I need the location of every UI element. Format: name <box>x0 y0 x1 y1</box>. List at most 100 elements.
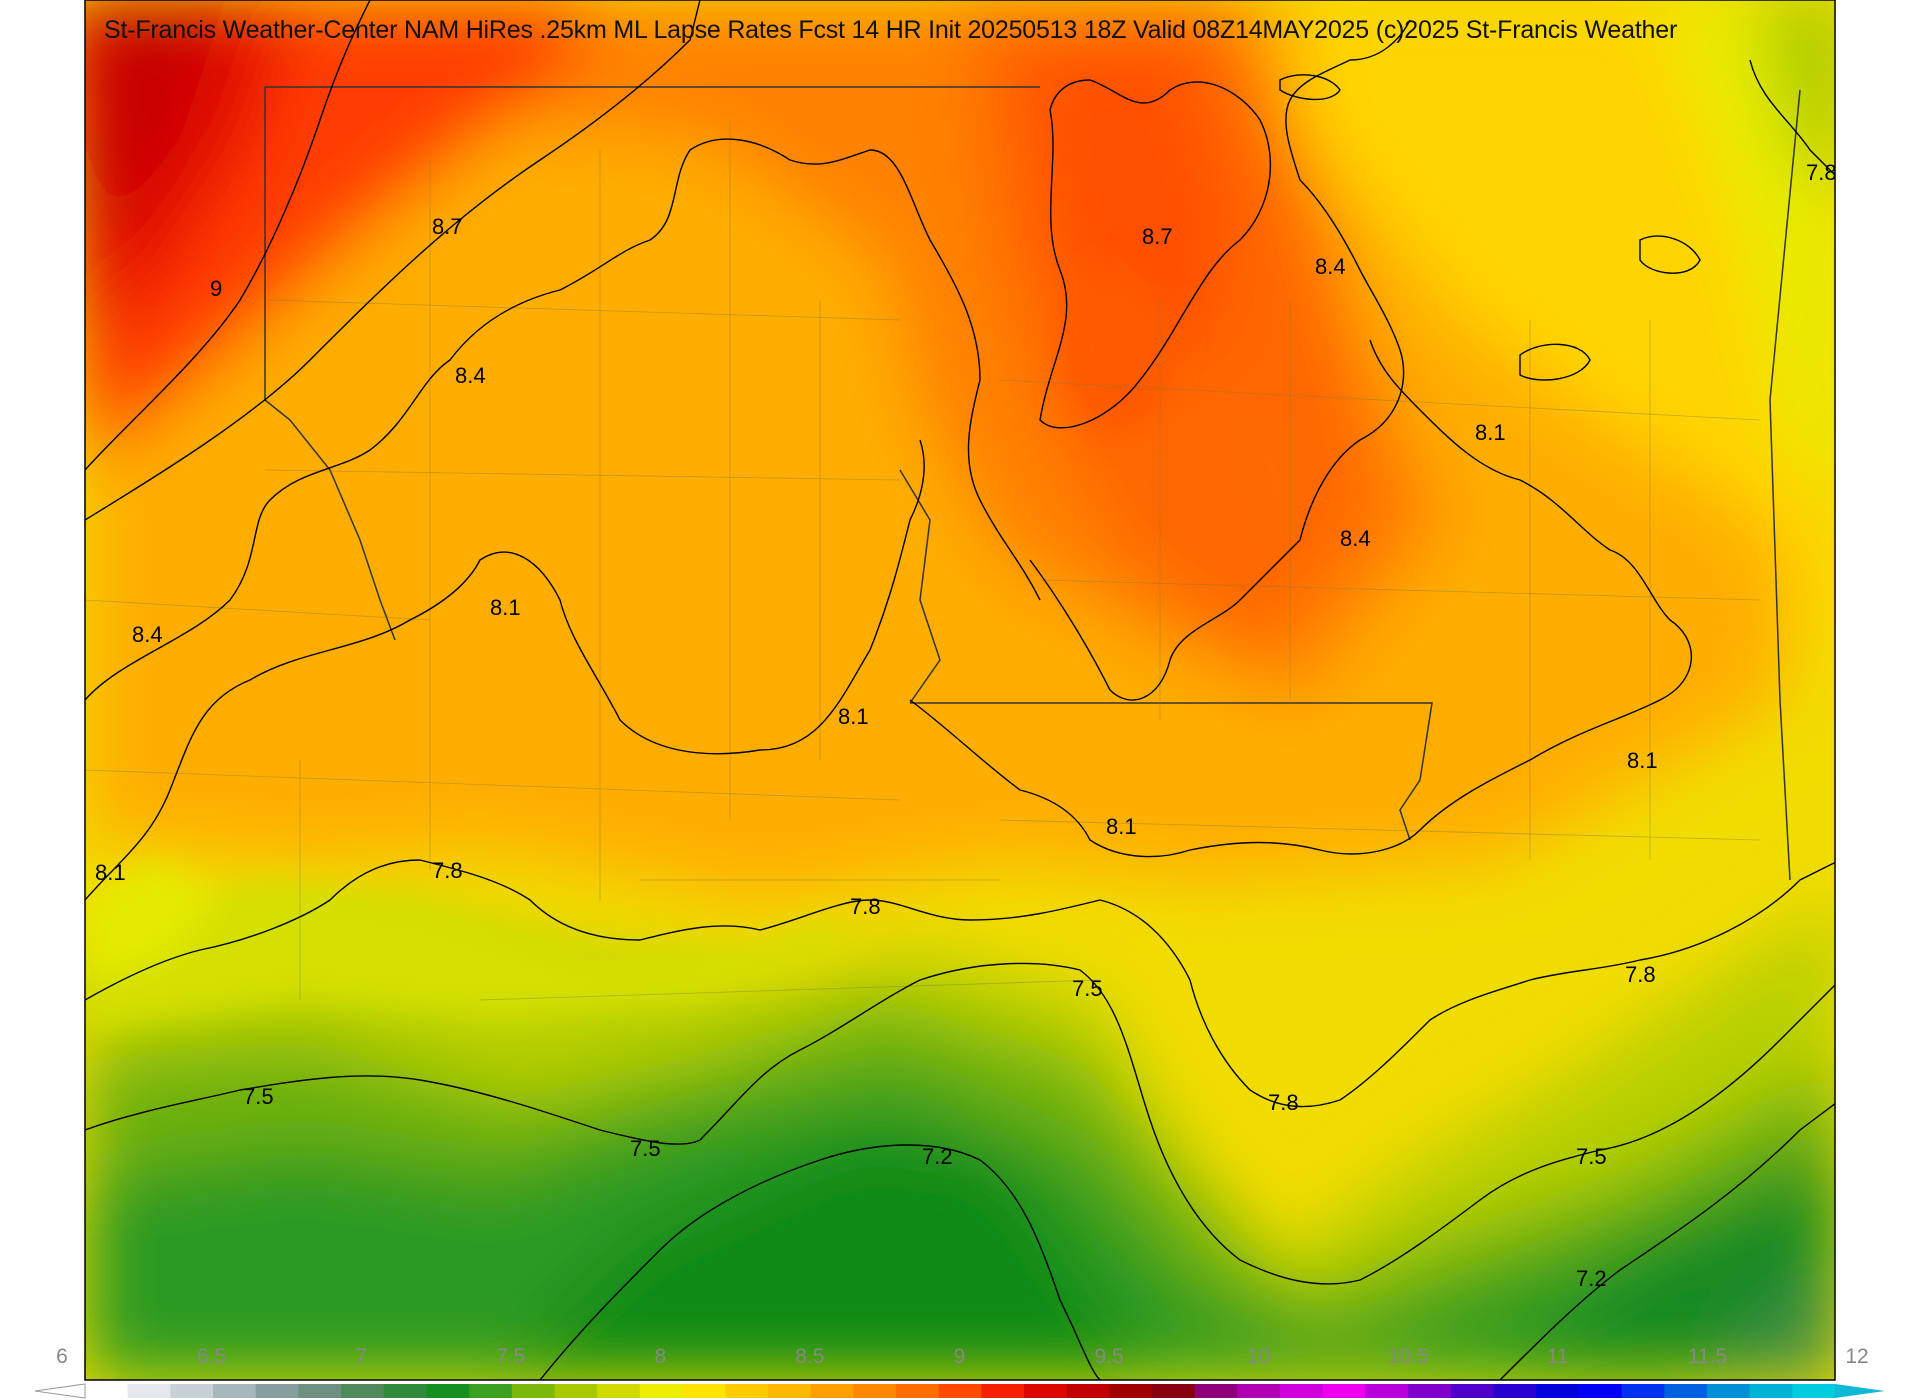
contour-8.7-west <box>85 0 701 521</box>
colorbar-tick-label: 10 <box>1246 1345 1271 1368</box>
contour-label: 8.1 <box>95 860 126 885</box>
map-area: 9 8.7 8.7 8.4 8.4 8.4 8.4 8.1 8.1 8.1 8.… <box>85 0 1837 1380</box>
colorbar-cell <box>1706 1384 1751 1398</box>
contour-label: 7.8 <box>432 858 463 883</box>
contour-label: 7.5 <box>1576 1144 1607 1169</box>
colorbar-cell <box>511 1384 556 1398</box>
colorbar-cell <box>639 1384 684 1398</box>
colorbar-cell <box>810 1384 854 1398</box>
colorbar-cell <box>895 1384 940 1398</box>
colorbar-cell <box>554 1384 598 1398</box>
colorbar-cell <box>725 1384 769 1398</box>
colorbar-cell <box>1664 1384 1708 1398</box>
map-title: St-Francis Weather-Center NAM HiRes .25k… <box>104 16 1678 44</box>
contour-label: 8.1 <box>1475 420 1506 445</box>
colorbar-cell <box>255 1384 300 1398</box>
contour-lines <box>85 0 1835 1380</box>
contour-label: 7.8 <box>1806 160 1837 185</box>
colorbar-tick-label: 12 <box>1845 1345 1869 1368</box>
colorbar-cell <box>1450 1384 1495 1398</box>
colorbar-tick-label: 9 <box>953 1345 966 1368</box>
colorbar-cell <box>170 1384 214 1398</box>
county-lines <box>85 120 1761 1001</box>
contour-label: 8.1 <box>838 704 869 729</box>
contour-8.1-west <box>85 439 925 901</box>
contour-8.4-west <box>85 138 1041 701</box>
colorbar-cell <box>597 1384 641 1398</box>
colorbar-tick-label: 11 <box>1546 1345 1569 1368</box>
contour-label: 7.2 <box>922 1144 953 1169</box>
state-borders <box>264 86 1801 881</box>
contour-blob-1 <box>1519 343 1591 381</box>
contour-7.8-ne <box>1749 59 1835 176</box>
colorbar-tick-label: 6 <box>56 1345 68 1368</box>
map-border <box>84 0 1836 1381</box>
contour-blob-2 <box>1639 235 1701 274</box>
colorbar-cell <box>469 1384 513 1398</box>
colorbar-cell <box>981 1384 1025 1398</box>
colorbar-cell <box>1066 1384 1110 1398</box>
contour-label: 8.4 <box>1315 254 1346 279</box>
contour-label: 8.1 <box>490 595 521 620</box>
colorbar-cell <box>383 1384 428 1398</box>
contour-7.8 <box>85 859 1835 1108</box>
colorbar-cell <box>426 1384 470 1398</box>
colorbar-cell <box>767 1384 812 1398</box>
colorbar-cell <box>1322 1384 1367 1398</box>
colorbar-cell <box>1237 1384 1281 1398</box>
colorbar-cell <box>341 1384 385 1398</box>
contour-8.1-east <box>909 339 1693 858</box>
colorbar-cells <box>85 1384 1836 1398</box>
contour-8.4-east <box>1029 19 1411 701</box>
colorbar-cell <box>1749 1384 1793 1398</box>
contour-label: 7.5 <box>630 1136 661 1161</box>
colorbar-cell <box>1493 1384 1537 1398</box>
colorbar-cell <box>682 1384 726 1398</box>
contour-label: 8.7 <box>432 214 463 239</box>
colorbar-cell <box>1280 1384 1324 1398</box>
contour-label: 8.4 <box>455 363 486 388</box>
contour-label: 8.1 <box>1627 748 1658 773</box>
colorbar-cell <box>1408 1384 1452 1398</box>
colorbar-cell <box>1194 1384 1239 1398</box>
colorbar-cell <box>127 1384 171 1398</box>
contour-label: 7.8 <box>1625 962 1656 987</box>
contour-label: 8.4 <box>1340 526 1371 551</box>
colorbar-tick-label: 7 <box>355 1345 367 1368</box>
colorbar-tick-label: 8.5 <box>795 1345 825 1368</box>
colorbar-cell <box>1024 1384 1068 1398</box>
filled-field <box>85 0 1835 1380</box>
contour-label: 8.7 <box>1142 224 1173 249</box>
colorbar-cell <box>1621 1384 1665 1398</box>
colorbar-cell <box>1365 1384 1409 1398</box>
colorbar-max-arrow <box>1835 1384 1885 1398</box>
colorbar-cell <box>298 1384 342 1398</box>
colorbar-cell <box>1578 1384 1623 1398</box>
colorbar-cell <box>853 1384 897 1398</box>
colorbar <box>34 1383 1885 1399</box>
colorbar-tick-label: 8 <box>654 1345 667 1368</box>
filled-field-detail <box>85 260 1320 1030</box>
colorbar-min-arrow <box>34 1383 86 1399</box>
contour-blob-3 <box>1279 74 1341 101</box>
colorbar-tick-label: 7.5 <box>496 1345 526 1368</box>
colorbar-cell <box>213 1384 257 1398</box>
contour-7.2 <box>539 1144 1101 1380</box>
contour-label: 9 <box>210 276 222 301</box>
colorbar-cell <box>1109 1384 1153 1398</box>
colorbar-cell <box>1536 1384 1580 1398</box>
colorbar-tick-label: 11.5 <box>1687 1345 1728 1368</box>
contour-label: 7.2 <box>1576 1266 1607 1291</box>
contour-9 <box>85 0 371 471</box>
contour-label: 7.5 <box>1072 976 1103 1001</box>
contour-label: 7.8 <box>850 894 881 919</box>
colorbar-tick-label: 6.5 <box>196 1345 227 1368</box>
colorbar-cell <box>1792 1384 1836 1398</box>
colorbar-cell <box>85 1384 129 1398</box>
contour-7.5 <box>85 962 1835 1285</box>
colorbar-cell <box>938 1384 982 1398</box>
contour-label: 7.5 <box>243 1084 274 1109</box>
contour-labels: 9 8.7 8.7 8.4 8.4 8.4 8.4 8.1 8.1 8.1 8.… <box>95 160 1837 1291</box>
contour-label: 8.1 <box>1106 814 1137 839</box>
